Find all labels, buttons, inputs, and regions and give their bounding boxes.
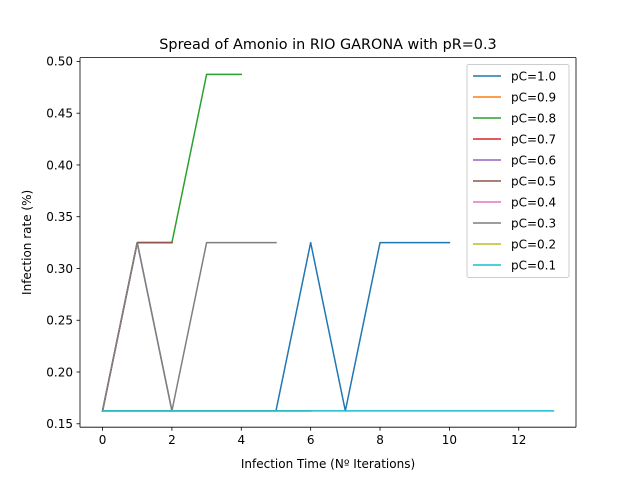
legend-label-10: pC=0.1 bbox=[511, 258, 556, 272]
y-tick-label: 0.35 bbox=[46, 210, 73, 224]
x-axis-label: Infection Time (Nº Iterations) bbox=[241, 457, 415, 471]
legend-label-2: pC=0.9 bbox=[511, 90, 556, 104]
x-tick-label: 8 bbox=[376, 433, 384, 447]
y-tick-label: 0.20 bbox=[46, 365, 73, 379]
y-tick-label: 0.40 bbox=[46, 158, 73, 172]
legend-label-5: pC=0.6 bbox=[511, 153, 556, 167]
chart-title: Spread of Amonio in RIO GARONA with pR=0… bbox=[159, 37, 496, 53]
y-tick-label: 0.25 bbox=[46, 314, 73, 328]
x-tick-label: 10 bbox=[442, 433, 457, 447]
legend-label-8: pC=0.3 bbox=[511, 216, 556, 230]
legend-label-6: pC=0.5 bbox=[511, 174, 556, 188]
y-tick-label: 0.15 bbox=[46, 417, 73, 431]
legend-label-9: pC=0.2 bbox=[511, 237, 556, 251]
x-tick-label: 2 bbox=[168, 433, 176, 447]
x-axis: 0 2 4 6 8 10 12 bbox=[99, 427, 526, 447]
series-layer bbox=[101, 73, 555, 412]
x-tick-label: 0 bbox=[99, 433, 107, 447]
y-axis: 0.15 0.20 0.25 0.30 0.35 0.40 0.45 0.50 bbox=[46, 55, 80, 431]
y-axis-label: Infection rate (%) bbox=[20, 190, 34, 295]
legend-label-3: pC=0.8 bbox=[511, 111, 556, 125]
x-tick-label: 12 bbox=[511, 433, 526, 447]
series-line-8 bbox=[101, 241, 277, 412]
plot-frame bbox=[79, 57, 577, 428]
legend-label-7: pC=0.4 bbox=[511, 195, 556, 209]
x-tick-label: 6 bbox=[307, 433, 315, 447]
legend-label-1: pC=1.0 bbox=[511, 69, 556, 83]
x-tick-label: 4 bbox=[237, 433, 245, 447]
y-tick-label: 0.45 bbox=[46, 106, 73, 120]
legend: pC=1.0 pC=0.9 pC=0.8 pC=0.7 pC=0.6 pC=0.5 pC=0… bbox=[466, 64, 570, 278]
y-tick-label: 0.50 bbox=[46, 55, 73, 69]
y-tick-label: 0.30 bbox=[46, 262, 73, 276]
legend-label-4: pC=0.7 bbox=[511, 132, 556, 146]
